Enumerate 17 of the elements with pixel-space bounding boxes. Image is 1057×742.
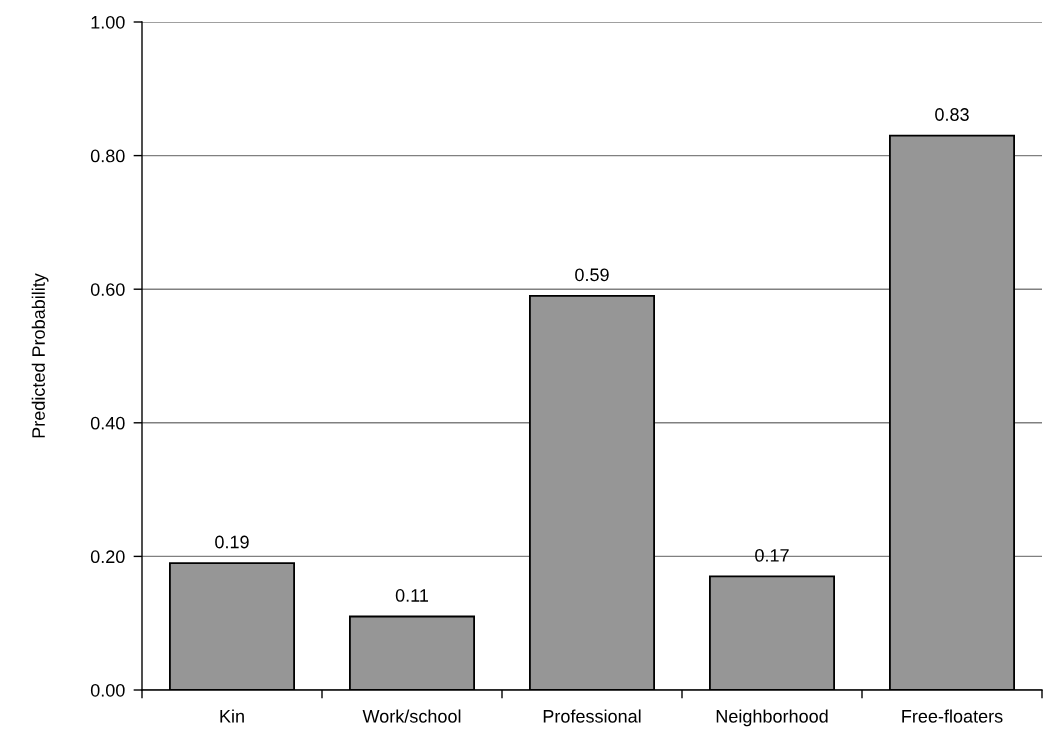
y-tick-label: 0.60	[90, 283, 125, 296]
y-tick-label: 0.20	[90, 550, 125, 564]
data-label: 0.83	[935, 108, 969, 121]
data-label: 0.17	[755, 548, 789, 562]
y-axis-title: Predicted Probability	[31, 273, 49, 438]
y-tick-label: 1.00	[91, 15, 125, 29]
x-tick-label: Work/school	[362, 709, 461, 723]
y-tick-label: 0.80	[90, 149, 125, 163]
data-label: 0.11	[395, 589, 429, 602]
y-tick-label: 0.00	[90, 683, 125, 697]
x-tick-label: Free-floaters	[902, 709, 1003, 723]
x-tick-label: Professional	[543, 709, 641, 723]
x-tick-label: Kin	[220, 709, 244, 723]
data-label: 0.19	[215, 535, 249, 549]
data-label: 0.59	[575, 268, 609, 282]
y-tick-label: 0.40	[90, 416, 125, 430]
x-tick-label: Neighborhood	[716, 709, 828, 727]
